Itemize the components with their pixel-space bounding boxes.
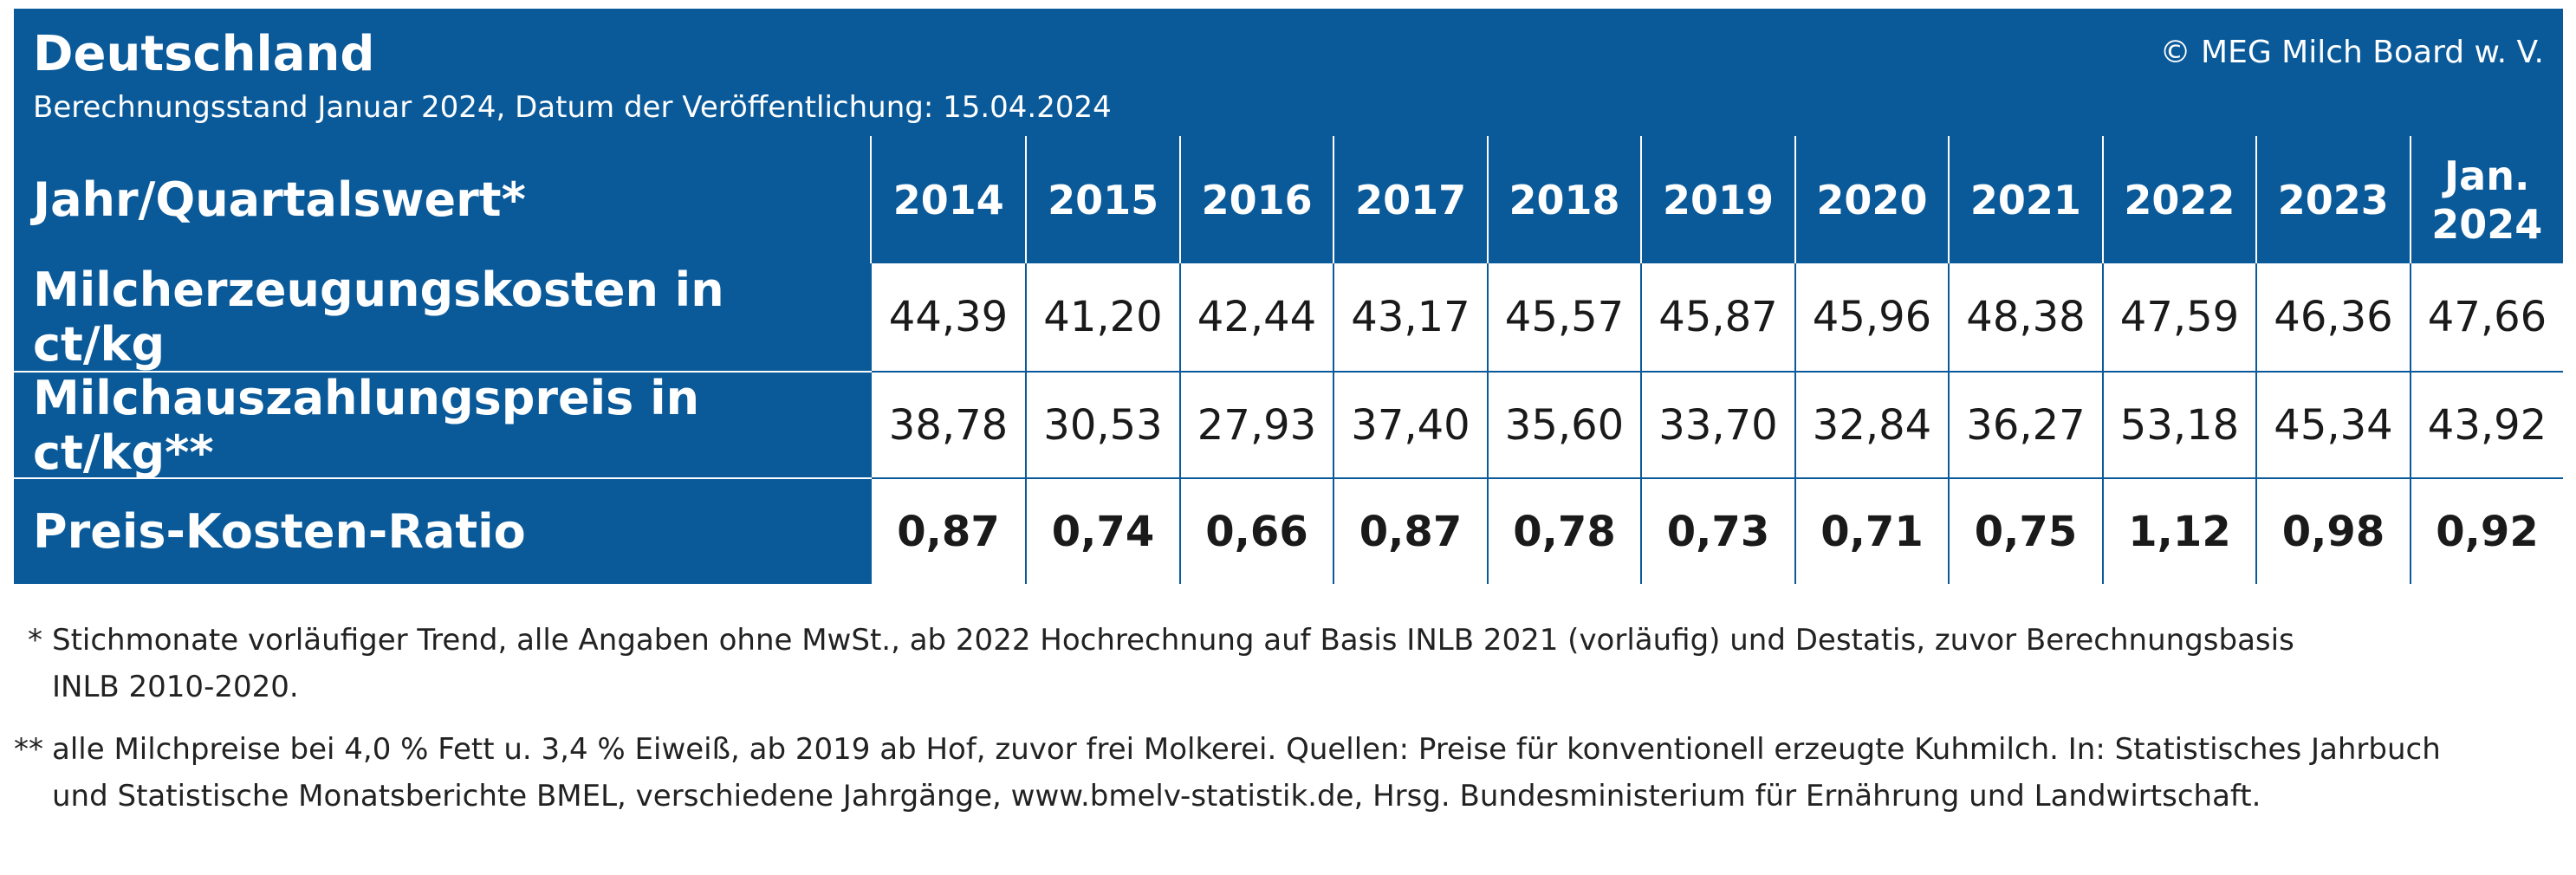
footnote-line: alle Milchpreise bei 4,0 % Fett u. 3,4 %…: [52, 732, 2441, 767]
copyright-notice: © MEG Milch Board w. V.: [2159, 35, 2544, 70]
row-label: Preis-Kosten-Ratio: [14, 479, 872, 584]
data-table: Jahr/Quartalswert* 2014 2015 2016 2017 2018 2…: [14, 136, 2563, 584]
column-header: 2015: [1025, 136, 1178, 263]
table-cell: 1,12: [2104, 479, 2255, 584]
column-header: 2021: [1948, 136, 2101, 263]
column-header: 2016: [1178, 136, 1333, 263]
table-cell: 0,74: [1027, 479, 1179, 584]
footnote-line: Stichmonate vorläufiger Trend, alle Anga…: [52, 623, 2294, 658]
table-cell: 45,34: [2257, 373, 2410, 477]
table-cell: 43,17: [1334, 263, 1487, 371]
table-cell: 0,66: [1181, 479, 1333, 584]
page-subtitle: Berechnungsstand Januar 2024, Datum der …: [33, 90, 1112, 125]
table-cell: 53,18: [2104, 373, 2255, 477]
table-cell: 45,87: [1642, 263, 1794, 371]
table-cell: 44,39: [872, 263, 1025, 371]
table-cell: 38,78: [872, 373, 1025, 477]
footnote-mark: *: [28, 623, 42, 658]
column-header: 2023: [2255, 136, 2409, 263]
table-corner-label: Jahr/Quartalswert*: [14, 136, 872, 263]
table-cell: 0,78: [1489, 479, 1640, 584]
row-divider: [14, 371, 872, 373]
table-cell: 47,66: [2411, 263, 2563, 371]
table-row: Milcherzeugungskosten in ct/kg 44,39 41,2…: [14, 262, 2563, 372]
row-label: Milcherzeugungskosten in ct/kg: [14, 262, 872, 372]
header-panel: Deutschland © MEG Milch Board w. V. Bere…: [14, 9, 2563, 584]
footnote-line: INLB 2010-2020.: [52, 670, 299, 704]
table-cell: 27,93: [1181, 373, 1333, 477]
table-cell: 43,92: [2411, 373, 2563, 477]
table-cell: 0,75: [1950, 479, 2102, 584]
table-cell: 47,59: [2104, 263, 2255, 371]
column-header: 2017: [1333, 136, 1486, 263]
table-cell: 0,71: [1796, 479, 1948, 584]
table-cell: 0,87: [872, 479, 1025, 584]
table-cell: 45,96: [1796, 263, 1948, 371]
table-cell: 0,92: [2411, 479, 2563, 584]
table-row: Preis-Kosten-Ratio 0,87 0,74 0,66 0,87 0,78 0…: [14, 479, 2563, 584]
table-header-row: Jahr/Quartalswert* 2014 2015 2016 2017 2018 2…: [14, 136, 2563, 263]
footnote-line: und Statistische Monatsberichte BMEL, ve…: [52, 779, 2261, 813]
row-divider: [14, 477, 872, 479]
table-cell: 42,44: [1181, 263, 1333, 371]
table-cell: 37,40: [1334, 373, 1487, 477]
footnote-mark: **: [14, 732, 43, 767]
column-header: 2014: [892, 176, 1004, 224]
column-header: 2018: [1486, 136, 1640, 263]
column-header: Jan. 2024: [2409, 136, 2563, 263]
column-header: 2020: [1794, 136, 1948, 263]
table-cell: 36,27: [1950, 373, 2102, 477]
table-cell: 45,57: [1489, 263, 1640, 371]
column-header: 2019: [1640, 136, 1794, 263]
table-cell: 41,20: [1027, 263, 1179, 371]
table-cell: 30,53: [1027, 373, 1179, 477]
row-label: Milchauszahlungspreis in ct/kg**: [14, 371, 872, 480]
table-cell: 0,87: [1334, 479, 1487, 584]
table-cell: 0,98: [2257, 479, 2410, 584]
table-cell: 33,70: [1642, 373, 1794, 477]
table-cell: 48,38: [1950, 263, 2102, 371]
table-row: Milchauszahlungspreis in ct/kg** 38,78 30…: [14, 371, 2563, 480]
table-cell: 35,60: [1489, 373, 1640, 477]
page-title: Deutschland: [33, 26, 375, 82]
table-cell: 32,84: [1796, 373, 1948, 477]
table-cell: 46,36: [2257, 263, 2410, 371]
column-header: 2022: [2101, 136, 2255, 263]
table-cell: 0,73: [1642, 479, 1794, 584]
